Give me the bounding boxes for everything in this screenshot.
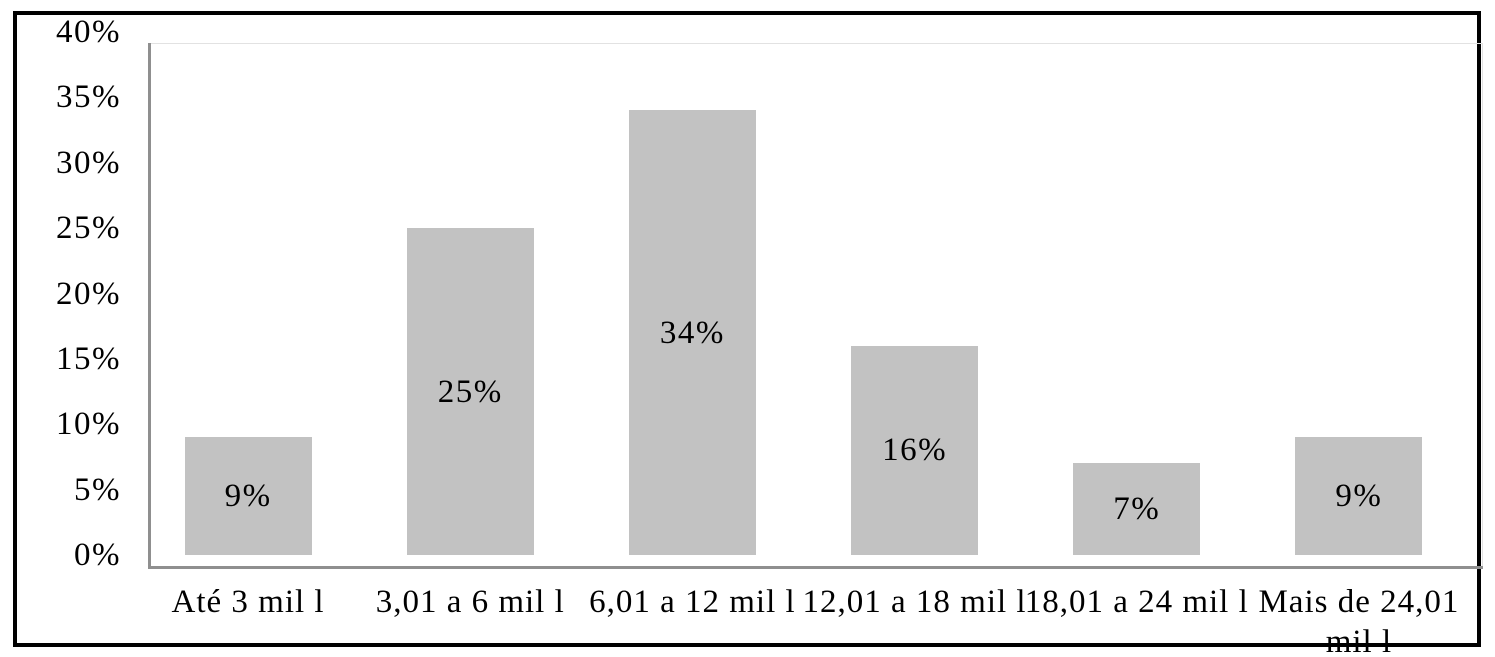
x-category-label: Mais de 24,01 mil l: [1258, 584, 1460, 657]
y-tick-label: 20%: [56, 275, 121, 312]
plot-area: [150, 43, 1483, 566]
x-axis-line: [148, 566, 1483, 569]
bar-value-label: 9%: [224, 478, 272, 515]
bar-value-label: 7%: [1113, 491, 1161, 528]
y-tick-label: 30%: [56, 144, 121, 181]
x-category-label: 6,01 a 12 mil l: [589, 584, 796, 620]
chart-frame: 0% 5% 10% 15% 20% 25% 30% 35% 40% 9% 25% 34% 16% 7% 9…: [13, 11, 1483, 657]
bar-value-label: 16%: [882, 432, 948, 469]
x-category-label: 18,01 a 24 mil l: [1024, 584, 1249, 620]
y-tick-label: 10%: [56, 406, 121, 443]
x-category-label: 12,01 a 18 mil l: [802, 584, 1027, 620]
bar-value-label: 25%: [437, 373, 503, 410]
y-tick-label: 25%: [56, 210, 121, 247]
y-tick-label: 35%: [56, 79, 121, 116]
bar: [406, 228, 534, 555]
y-tick-label: 0%: [74, 537, 121, 573]
y-tick-label: 15%: [56, 340, 121, 377]
bar: [851, 345, 979, 555]
bar-value-label: 34%: [659, 314, 725, 351]
bar-value-label: 9%: [1335, 478, 1383, 515]
x-category-label: 3,01 a 6 mil l: [375, 584, 565, 620]
x-category-label: Até 3 mil l: [171, 584, 325, 620]
bar: [184, 437, 312, 555]
y-tick-label: 40%: [56, 14, 121, 50]
bar: [1073, 463, 1201, 555]
bar: [628, 110, 756, 555]
y-tick-label: 5%: [74, 471, 121, 508]
y-axis-line: [148, 43, 151, 567]
bar: [1295, 437, 1423, 555]
